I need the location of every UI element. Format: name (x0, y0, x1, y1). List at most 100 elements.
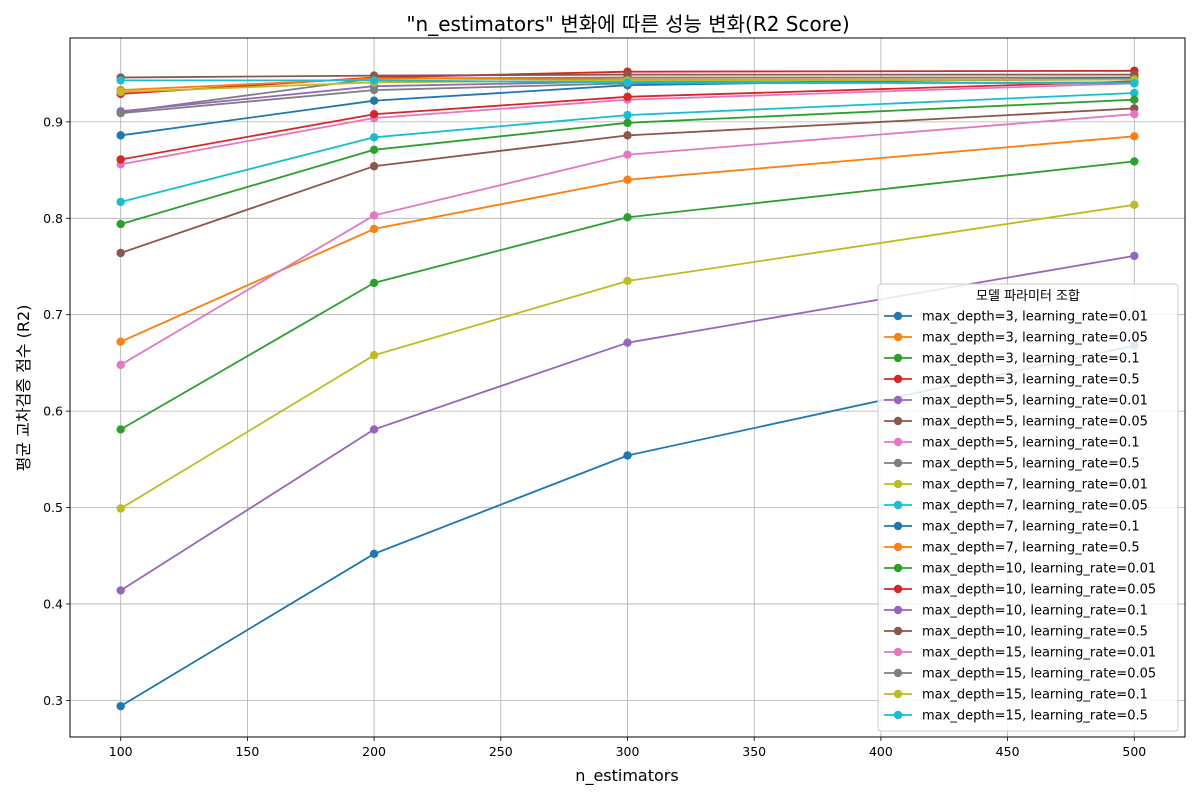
legend-swatch-marker (893, 500, 903, 510)
y-tick-label: 0.6 (43, 404, 63, 419)
series-line (120, 79, 1135, 85)
series-line (120, 76, 1135, 137)
series-line (120, 80, 1135, 161)
legend-label: max_depth=5, learning_rate=0.1 (922, 436, 1140, 451)
legend-swatch-marker (893, 605, 903, 615)
legend-swatch-marker (893, 542, 903, 552)
x-tick-label: 350 (742, 744, 766, 759)
series-line (120, 98, 1135, 225)
legend-swatch-marker (893, 689, 903, 699)
y-tick-label: 0.4 (43, 596, 63, 611)
data-point (1130, 132, 1139, 141)
legend-entry: max_depth=15, learning_rate=0.01 (884, 646, 1156, 661)
data-point (369, 76, 379, 85)
legend-swatch-marker (893, 437, 903, 447)
legend-swatch-marker (893, 584, 903, 594)
data-point (116, 219, 125, 229)
series-line (120, 76, 1135, 114)
legend-label: max_depth=3, learning_rate=0.5 (922, 373, 1140, 388)
y-axis-label: 평균 교차검증 점수 (R2) (14, 305, 33, 472)
legend-label: max_depth=15, learning_rate=0.01 (922, 646, 1156, 661)
data-point (1130, 88, 1139, 98)
data-point (623, 276, 632, 286)
series-6 (116, 104, 1139, 258)
x-axis: 100 150 200 250 300 350 400 450 500 (109, 737, 1146, 759)
legend-entry: max_depth=15, learning_rate=0.1 (884, 688, 1148, 703)
legend-label: max_depth=5, learning_rate=0.5 (922, 457, 1140, 472)
legend-swatch-marker (893, 332, 903, 342)
y-tick-label: 0.3 (43, 693, 63, 708)
legend-label: max_depth=7, learning_rate=0.05 (922, 499, 1148, 514)
series-9 (116, 200, 1139, 513)
data-point (369, 224, 379, 234)
legend-entry: max_depth=5, learning_rate=0.05 (884, 415, 1148, 430)
data-point (1130, 109, 1139, 119)
x-tick-label: 500 (1122, 744, 1146, 759)
legend-entry: max_depth=10, learning_rate=0.5 (884, 625, 1148, 640)
series-10 (116, 88, 1139, 207)
series-line (120, 160, 1135, 431)
legend-label: max_depth=3, learning_rate=0.05 (922, 331, 1148, 346)
data-point (116, 87, 125, 97)
data-point (369, 133, 379, 142)
legend-entry: max_depth=5, learning_rate=0.1 (884, 436, 1140, 451)
legend-entry: max_depth=10, learning_rate=0.05 (884, 583, 1156, 598)
data-point (623, 213, 632, 222)
data-point (1130, 251, 1139, 261)
data-point (623, 131, 632, 140)
data-point (623, 92, 632, 102)
series-line (120, 82, 1135, 166)
data-point (369, 211, 379, 220)
legend-entry: max_depth=7, learning_rate=0.1 (884, 520, 1140, 535)
series-17 (116, 109, 1139, 370)
legend-label: max_depth=15, learning_rate=0.1 (922, 688, 1148, 703)
series-line (120, 92, 1135, 203)
data-point (116, 109, 125, 118)
legend-label: max_depth=7, learning_rate=0.1 (922, 520, 1140, 535)
data-point (116, 504, 125, 513)
x-tick-label: 200 (362, 744, 386, 759)
legend-label: max_depth=10, learning_rate=0.5 (922, 625, 1148, 640)
legend-swatch-marker (893, 710, 903, 720)
data-point (369, 351, 379, 360)
data-point (116, 248, 125, 258)
series-line (120, 107, 1135, 254)
legend-swatch-marker (893, 668, 903, 678)
legend-entry: max_depth=10, learning_rate=0.01 (884, 562, 1156, 577)
series-20 (116, 76, 1139, 88)
x-tick-label: 450 (996, 744, 1020, 759)
legend-swatch-marker (893, 374, 903, 384)
legend-swatch-marker (893, 311, 903, 321)
legend-entry: max_depth=5, learning_rate=0.01 (884, 394, 1148, 409)
legend-swatch-marker (893, 395, 903, 405)
legend-entry: max_depth=10, learning_rate=0.1 (884, 604, 1148, 619)
legend-entry: max_depth=3, learning_rate=0.1 (884, 352, 1140, 367)
x-tick-label: 150 (235, 744, 259, 759)
data-point (369, 425, 379, 434)
legend-entry: max_depth=3, learning_rate=0.05 (884, 331, 1148, 346)
legend-swatch-marker (893, 626, 903, 636)
legend-label: max_depth=15, learning_rate=0.5 (922, 709, 1148, 724)
data-point (623, 110, 632, 120)
data-point (623, 78, 632, 87)
data-point (116, 360, 125, 370)
y-axis: 0.3 0.4 0.5 0.6 0.7 0.8 0.9 (43, 114, 70, 708)
y-tick-label: 0.7 (43, 307, 63, 322)
legend: 모델 파라미터 조합 max_depth=3, learning_rate=0.… (877, 283, 1179, 732)
data-point (369, 278, 379, 288)
data-point (116, 197, 125, 207)
data-point (116, 76, 125, 85)
data-point (623, 175, 632, 184)
legend-entry: max_depth=7, learning_rate=0.05 (884, 499, 1148, 514)
data-point (116, 586, 125, 595)
x-tick-label: 250 (489, 744, 513, 759)
x-tick-label: 300 (616, 744, 640, 759)
data-point (1130, 157, 1139, 166)
legend-title: 모델 파라미터 조합 (976, 289, 1080, 304)
x-tick-label: 400 (869, 744, 893, 759)
series-group (116, 66, 1139, 711)
data-point (369, 85, 379, 95)
data-point (116, 337, 125, 346)
legend-label: max_depth=10, learning_rate=0.1 (922, 604, 1148, 619)
